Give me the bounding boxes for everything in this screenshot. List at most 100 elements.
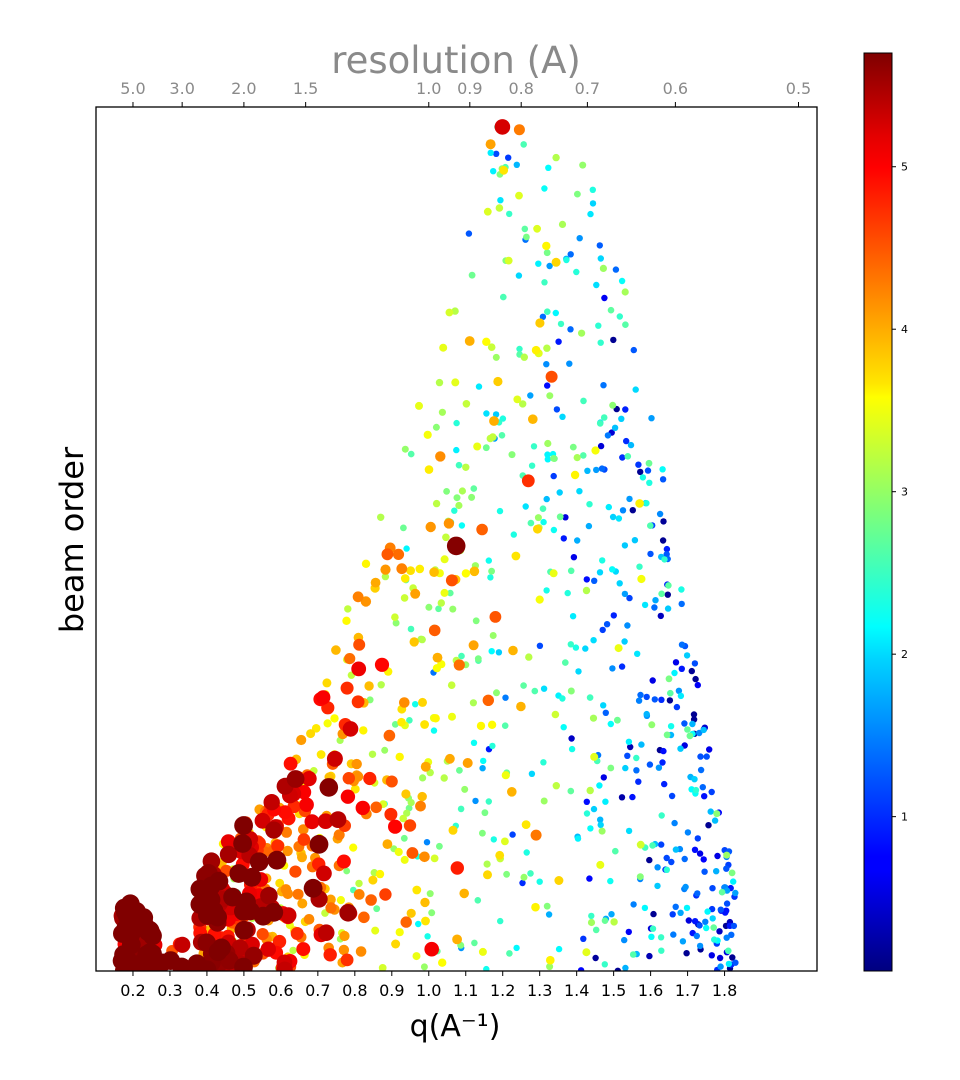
scatter-point: [400, 834, 408, 842]
scatter-point: [672, 846, 680, 853]
scatter-point: [619, 454, 626, 461]
scatter-point: [567, 687, 575, 695]
scatter-point: [511, 551, 521, 561]
scatter-point: [503, 870, 510, 878]
scatter-point: [440, 588, 449, 597]
scatter-point: [633, 754, 640, 762]
scatter-point: [481, 809, 489, 817]
scatter-point: [647, 550, 654, 558]
scatter-point: [681, 720, 688, 727]
scatter-point: [638, 741, 645, 748]
scatter-point: [134, 912, 153, 931]
scatter-point: [554, 876, 564, 885]
scatter-point: [500, 293, 507, 301]
scatter-point: [464, 336, 475, 346]
scatter-point: [690, 711, 698, 718]
scatter-point: [382, 839, 393, 849]
scatter-point: [657, 934, 665, 941]
scatter-point: [298, 824, 309, 835]
x-tick-label: 1.4: [564, 981, 589, 1000]
scatter-point: [480, 757, 487, 765]
scatter-point: [646, 952, 653, 960]
scatter-point: [668, 792, 676, 800]
scatter-point: [623, 437, 630, 445]
scatter-point: [645, 459, 653, 467]
scatter-point: [407, 450, 415, 458]
scatter-point: [624, 622, 631, 629]
scatter-point: [728, 931, 735, 938]
scatter-point: [485, 557, 492, 564]
scatter-point: [658, 841, 665, 848]
scatter-point: [426, 890, 434, 898]
scatter-point: [700, 726, 707, 734]
scatter-point: [649, 842, 656, 849]
scatter-point: [641, 601, 649, 609]
scatter-point: [574, 190, 581, 198]
scatter-point: [696, 942, 704, 950]
scatter-point: [144, 950, 164, 969]
scatter-point: [692, 786, 700, 794]
scatter-point: [527, 519, 535, 527]
scatter-point: [452, 934, 462, 945]
scatter-point: [713, 868, 720, 875]
scatter-point: [447, 589, 454, 597]
scatter-point: [505, 154, 512, 161]
scatter-point: [474, 655, 482, 662]
scatter-point: [400, 594, 409, 602]
scatter-point: [263, 794, 280, 811]
scatter-point: [663, 731, 671, 739]
scatter-point: [420, 963, 428, 971]
scatter-point: [509, 831, 516, 838]
scatter-point: [699, 784, 706, 791]
scatter-point: [550, 472, 557, 480]
scatter-point: [530, 443, 538, 450]
scatter-point: [471, 939, 478, 947]
scatter-point: [710, 924, 717, 931]
scatter-point: [381, 548, 394, 561]
scatter-point: [301, 771, 317, 787]
scatter-point: [289, 865, 302, 878]
scatter-point: [573, 268, 580, 276]
scatter-point: [249, 852, 269, 872]
scatter-point: [435, 605, 442, 613]
scatter-point: [432, 499, 441, 508]
scatter-point: [557, 320, 565, 328]
scatter-point: [394, 847, 403, 857]
scatter-point: [589, 714, 598, 722]
scatter-point: [558, 220, 567, 228]
scatter-point: [489, 632, 497, 639]
scatter-point: [647, 522, 654, 529]
scatter-point: [600, 382, 607, 389]
scatter-point: [546, 955, 555, 965]
scatter-point: [297, 833, 311, 846]
scatter-point: [419, 851, 430, 863]
scatter-point: [483, 207, 492, 216]
scatter-point: [443, 518, 455, 529]
scatter-point: [584, 467, 591, 474]
scatter-point: [630, 901, 637, 908]
scatter-point: [420, 761, 431, 772]
scatter-point: [610, 612, 617, 619]
scatter-point: [483, 860, 491, 868]
scatter-point: [187, 954, 207, 971]
scatter-point: [487, 720, 497, 729]
scatter-point: [478, 947, 487, 956]
scatter-point: [350, 784, 360, 794]
scatter-point: [392, 548, 405, 561]
scatter-point: [462, 400, 471, 408]
scatter-point: [671, 819, 678, 827]
scatter-point: [708, 788, 715, 796]
scatter-point: [608, 911, 615, 918]
scatter-point: [704, 908, 711, 915]
scatter-point: [271, 839, 285, 853]
scatter-point: [622, 764, 629, 772]
scatter-point: [590, 805, 598, 813]
scatter-point: [476, 523, 488, 536]
scatter-point: [664, 591, 671, 598]
scatter-point: [234, 816, 254, 835]
scatter-point: [677, 692, 685, 700]
scatter-point: [489, 416, 499, 426]
scatter-point: [391, 721, 399, 728]
scatter-point: [438, 408, 446, 416]
scatter-point: [649, 925, 657, 932]
